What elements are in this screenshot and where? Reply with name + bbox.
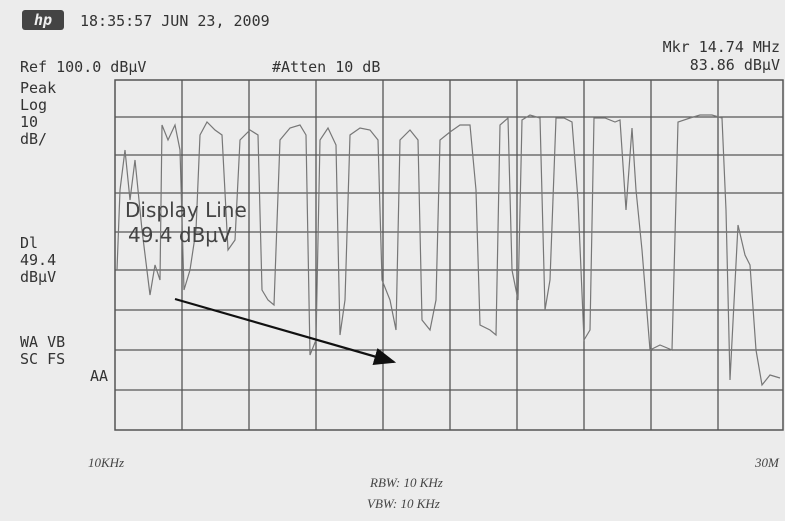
stop-freq: 30M — [754, 455, 780, 470]
mode: Log — [20, 96, 47, 114]
marker-freq: Mkr 14.74 MHz — [663, 38, 780, 56]
flag: WA VB — [20, 333, 65, 351]
marker-level: 83.86 dBµV — [690, 56, 780, 74]
mode: dB/ — [20, 130, 47, 148]
flag: AA — [90, 367, 108, 385]
timestamp: 18:35:57 JUN 23, 2009 — [80, 12, 270, 30]
annotation: 49.4 dBµV — [128, 223, 232, 247]
vbw: VBW: 10 KHz — [367, 496, 440, 511]
logo-box — [22, 10, 64, 30]
mode: 10 — [20, 113, 38, 131]
display-line-label: 49.4 — [20, 251, 56, 269]
display-line-label: dBµV — [20, 268, 56, 286]
flag: SC FS — [20, 350, 65, 368]
attenuation: #Atten 10 dB — [272, 58, 380, 76]
arrow — [174, 297, 397, 365]
logo: hp — [34, 11, 52, 29]
ref-level: Ref 100.0 dBµV — [20, 58, 146, 76]
start-freq: 10KHz — [88, 455, 124, 470]
rbw: RBW: 10 KHz — [369, 475, 443, 490]
mode: Peak — [20, 79, 56, 97]
display-line-label: Dl — [20, 234, 38, 252]
annotation: Display Line — [125, 198, 247, 222]
trace — [116, 114, 781, 387]
